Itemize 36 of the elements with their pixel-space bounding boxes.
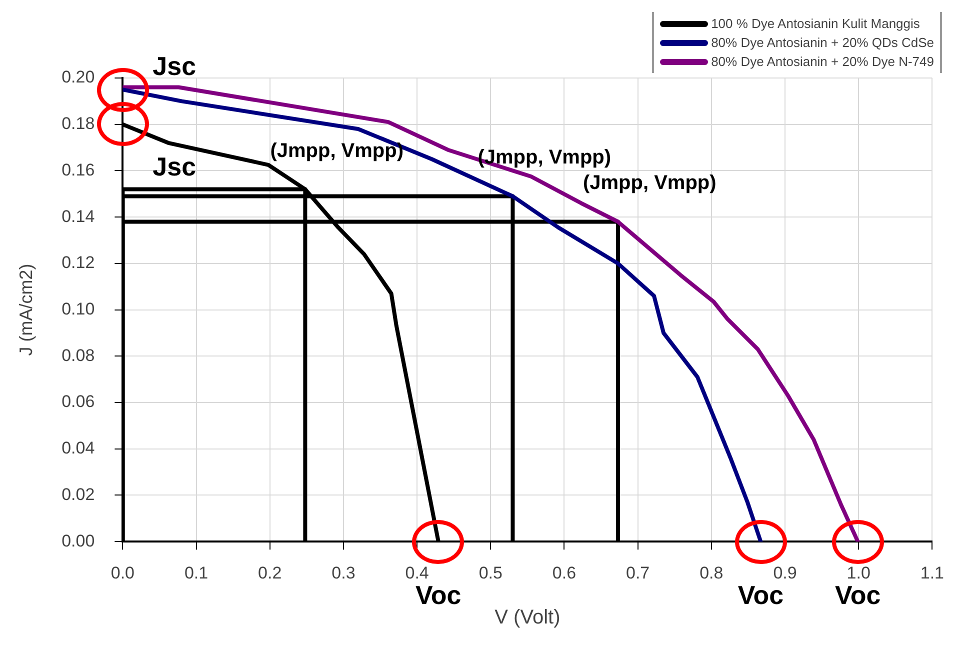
x-tick-label: 1.0 bbox=[846, 563, 870, 582]
y-tick-label: 0.00 bbox=[62, 531, 95, 550]
annotation: (Jmpp, Vmpp) bbox=[270, 140, 404, 162]
y-tick-label: 0.12 bbox=[62, 253, 95, 272]
legend-label: 100 % Dye Antosianin Kulit Manggis bbox=[711, 15, 920, 33]
x-tick-label: 0.7 bbox=[626, 563, 650, 582]
y-tick-label: 0.02 bbox=[62, 484, 95, 504]
y-tick-label: 0.10 bbox=[62, 299, 95, 318]
x-tick-label: 0.3 bbox=[332, 563, 356, 582]
y-tick-label: 0.20 bbox=[62, 68, 95, 87]
y-tick-label: 0.06 bbox=[62, 392, 95, 412]
annotation: Jsc bbox=[152, 50, 196, 81]
y-tick-label: 0.18 bbox=[62, 114, 95, 134]
x-tick-label: 0.4 bbox=[405, 563, 429, 582]
y-tick-label: 0.14 bbox=[62, 206, 95, 226]
x-tick-label: 0.6 bbox=[552, 563, 576, 582]
x-axis-title: V (Volt) bbox=[494, 606, 560, 629]
annotation: Voc bbox=[738, 580, 784, 610]
annotation: Voc bbox=[834, 580, 881, 610]
x-tick-label: 0.8 bbox=[700, 563, 724, 582]
annotation: Jsc bbox=[152, 152, 196, 182]
x-tick-label: 0.0 bbox=[110, 563, 135, 582]
y-tick-label: 0.04 bbox=[62, 438, 95, 458]
x-tick-label: 0.1 bbox=[184, 563, 208, 582]
x-tick-label: 1.1 bbox=[920, 563, 944, 582]
y-tick-label: 0.08 bbox=[62, 346, 95, 365]
y-axis-title: J (mA/cm2) bbox=[16, 264, 36, 356]
annotation: (Jmpp, Vmpp) bbox=[478, 146, 612, 169]
y-tick-label: 0.16 bbox=[62, 160, 95, 180]
x-tick-label: 0.9 bbox=[773, 563, 797, 582]
legend-label: 80% Dye Antosianin + 20% QDs CdSe bbox=[711, 34, 934, 52]
x-tick-label: 0.2 bbox=[258, 563, 282, 582]
annotation: (Jmpp, Vmpp) bbox=[582, 172, 716, 194]
x-tick-label: 0.5 bbox=[478, 563, 502, 582]
legend-label: 80% Dye Antosianin + 20% Dye N-749 bbox=[711, 53, 934, 71]
annotation: Voc bbox=[416, 580, 462, 610]
